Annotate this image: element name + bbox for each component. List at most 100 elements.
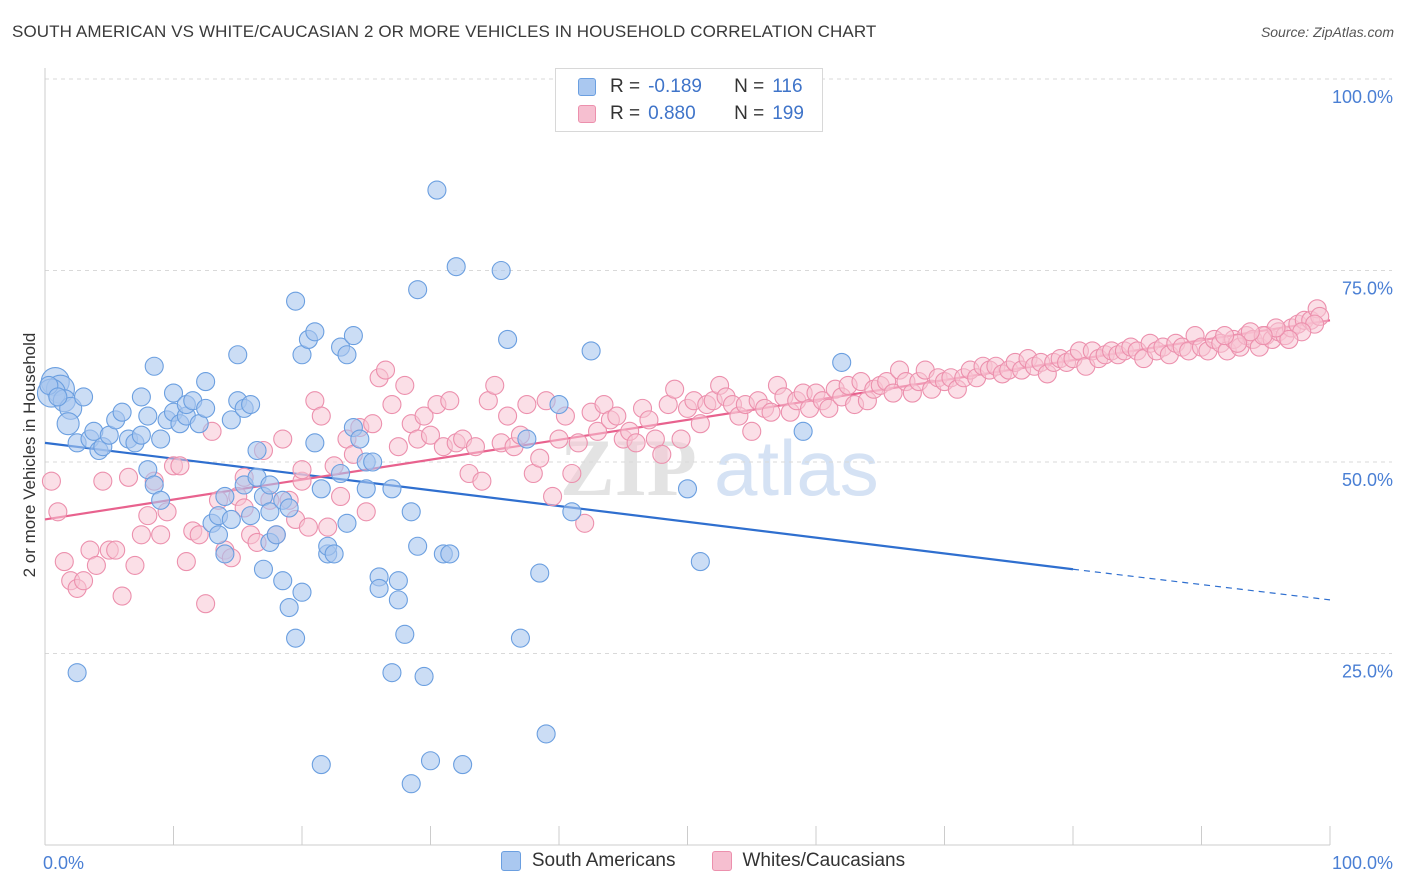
- data-point-south-americans: [305, 433, 325, 453]
- series-legend-south-americans: South Americans: [500, 850, 676, 872]
- data-point-south-americans: [56, 412, 80, 436]
- series-swatch-blue: [500, 851, 521, 871]
- data-point-whites-caucasians: [125, 555, 145, 575]
- data-point-whites-caucasians: [607, 406, 627, 426]
- data-point-south-americans: [440, 544, 460, 564]
- y-tick-label: 100.0%: [1332, 87, 1393, 107]
- data-point-whites-caucasians: [318, 517, 338, 537]
- data-point-south-americans: [241, 394, 261, 415]
- data-point-south-americans: [208, 525, 229, 545]
- data-point-whites-caucasians: [54, 552, 74, 572]
- data-point-south-americans: [48, 387, 68, 407]
- data-point-whites-caucasians: [761, 402, 781, 422]
- legend-n-value: 199: [772, 103, 804, 124]
- data-point-whites-caucasians: [106, 540, 126, 560]
- data-point-south-americans: [311, 755, 331, 775]
- data-point-whites-caucasians: [86, 555, 106, 575]
- legend-row-south-americans: R = -0.189 N = 116: [578, 73, 803, 101]
- data-point-south-americans: [356, 479, 376, 499]
- data-point-whites-caucasians: [93, 471, 113, 491]
- data-point-whites-caucasians: [517, 394, 537, 415]
- x-tick-label: 100.0%: [1332, 853, 1393, 873]
- data-point-whites-caucasians: [1215, 326, 1235, 346]
- data-point-south-americans: [414, 666, 434, 687]
- data-point-south-americans: [279, 597, 299, 618]
- data-point-south-americans: [408, 280, 428, 300]
- data-point-whites-caucasians: [375, 360, 396, 380]
- data-point-whites-caucasians: [485, 375, 505, 395]
- data-point-south-americans: [677, 479, 698, 499]
- data-point-south-americans: [491, 260, 511, 281]
- data-point-whites-caucasians: [819, 398, 839, 418]
- legend-r-value: 0.880: [648, 103, 696, 124]
- data-point-whites-caucasians: [1279, 329, 1299, 349]
- data-point-whites-caucasians: [665, 379, 685, 399]
- data-point-south-americans: [286, 291, 306, 311]
- data-point-south-americans: [382, 479, 402, 499]
- data-point-south-americans: [131, 387, 151, 407]
- data-point-whites-caucasians: [414, 406, 434, 426]
- data-point-south-americans: [67, 663, 87, 683]
- data-point-whites-caucasians: [639, 410, 659, 430]
- data-point-whites-caucasians: [568, 433, 588, 453]
- data-point-south-americans: [151, 490, 171, 510]
- trend-line-south-americans-projection: [1072, 568, 1331, 601]
- data-point-south-americans: [337, 513, 357, 533]
- data-point-south-americans: [510, 628, 531, 648]
- data-point-south-americans: [420, 751, 441, 771]
- points-south-americans: [36, 180, 852, 794]
- data-point-south-americans: [221, 410, 241, 430]
- series-legend-whites: Whites/Caucasians: [711, 850, 906, 872]
- data-point-south-americans: [690, 552, 710, 572]
- data-point-whites-caucasians: [549, 429, 569, 449]
- data-point-whites-caucasians: [395, 375, 415, 395]
- svg-text:atlas: atlas: [714, 424, 879, 512]
- data-point-whites-caucasians: [131, 525, 151, 545]
- data-point-south-americans: [215, 544, 235, 564]
- y-tick-label: 75.0%: [1342, 279, 1393, 299]
- series-label: Whites/Caucasians: [742, 850, 906, 871]
- chart-title: SOUTH AMERICAN VS WHITE/CAUCASIAN 2 OR M…: [12, 22, 877, 41]
- data-point-south-americans: [562, 502, 582, 522]
- data-point-whites-caucasians: [742, 421, 762, 441]
- data-point-south-americans: [388, 590, 408, 610]
- data-point-south-americans: [581, 341, 601, 361]
- data-point-whites-caucasians: [587, 421, 608, 441]
- legend-r-value: -0.189: [648, 76, 702, 97]
- data-point-whites-caucasians: [883, 383, 903, 403]
- data-point-south-americans: [530, 563, 550, 583]
- source-credit: Source: ZipAtlas.com: [1260, 24, 1394, 40]
- data-point-whites-caucasians: [652, 444, 672, 464]
- data-point-south-americans: [247, 440, 267, 461]
- data-point-whites-caucasians: [41, 471, 61, 491]
- data-point-whites-caucasians: [292, 460, 312, 480]
- data-point-south-americans: [273, 571, 293, 591]
- data-point-whites-caucasians: [112, 586, 132, 606]
- series-swatch-pink: [711, 851, 732, 871]
- axes: [44, 68, 1331, 846]
- data-point-south-americans: [221, 509, 241, 530]
- data-point-south-americans: [350, 429, 370, 449]
- data-point-south-americans: [196, 372, 216, 392]
- legend-swatch-blue: [578, 78, 596, 96]
- data-point-south-americans: [337, 345, 357, 365]
- data-point-south-americans: [369, 578, 389, 598]
- y-axis-label: 2 or more Vehicles in Household: [20, 333, 39, 578]
- data-point-whites-caucasians: [465, 437, 486, 457]
- data-point-whites-caucasians: [151, 525, 171, 545]
- data-point-south-americans: [228, 345, 248, 365]
- tick-labels: 25.0% 50.0% 75.0% 100.0% 0.0% 100.0%: [43, 87, 1393, 873]
- data-point-south-americans: [517, 429, 537, 449]
- data-point-whites-caucasians: [48, 502, 68, 522]
- data-point-whites-caucasians: [196, 594, 216, 614]
- data-point-south-americans: [74, 387, 94, 407]
- watermark: ZIP atlas: [560, 422, 879, 513]
- data-point-south-americans: [427, 180, 447, 200]
- data-point-south-americans: [196, 398, 216, 418]
- data-point-whites-caucasians: [440, 391, 460, 411]
- data-point-whites-caucasians: [170, 456, 190, 476]
- data-point-whites-caucasians: [273, 429, 293, 449]
- data-point-south-americans: [305, 322, 325, 342]
- data-point-south-americans: [536, 724, 556, 744]
- data-point-south-americans: [382, 663, 402, 683]
